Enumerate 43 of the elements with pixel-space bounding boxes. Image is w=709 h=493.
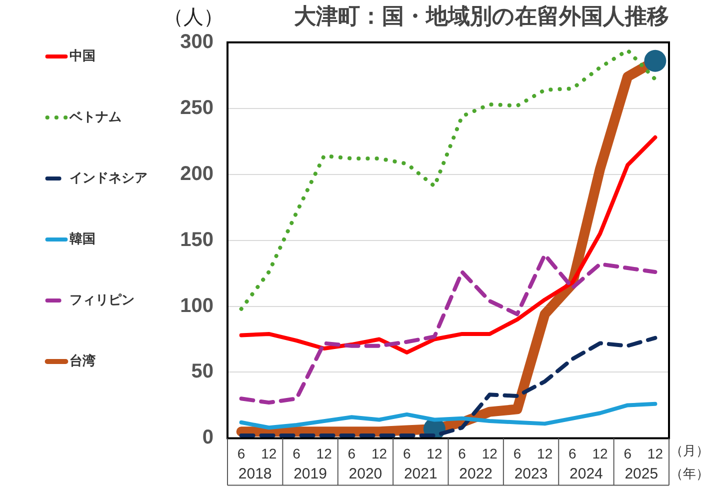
y-axis-title: （人） <box>164 6 224 29</box>
x-tick-label: 6 <box>458 445 466 462</box>
x-tick-label: 12 <box>592 445 608 462</box>
x-tick-label: 12 <box>647 445 664 462</box>
text: 2018 <box>238 465 272 482</box>
text: （年） <box>670 466 709 481</box>
x-tick-label: 6 <box>237 445 246 462</box>
x-tick-label: 6 <box>402 445 411 462</box>
x-tick-label: 12 <box>537 445 553 462</box>
text: 2025 <box>624 465 658 482</box>
y-tick-label: 200 <box>180 162 214 185</box>
legend-label: 中国 <box>70 48 96 64</box>
line-series <box>239 336 658 438</box>
y-tick-label: 0 <box>202 426 214 449</box>
legend-label: フィリピン <box>70 292 134 308</box>
x-tick-label: 12 <box>426 445 442 462</box>
legend-label: 台湾 <box>70 353 96 368</box>
text: 2022 <box>459 465 493 482</box>
text: 2023 <box>514 465 548 482</box>
x-tick-label: 6 <box>568 445 577 462</box>
x-tick-label: 12 <box>482 445 498 462</box>
y-tick-label: 100 <box>180 294 214 317</box>
text: 2020 <box>348 465 382 482</box>
text: 2024 <box>570 465 603 482</box>
text: 2021 <box>404 465 438 482</box>
x-tick-label: 6 <box>624 445 632 462</box>
text: 2019 <box>294 465 327 482</box>
x-tick-label: 12 <box>316 445 332 462</box>
y-tick-label: 250 <box>180 96 214 119</box>
y-tick-label: 150 <box>180 228 214 251</box>
chart-title: 大津町：国・地域別の在留外国人推移 <box>294 3 669 28</box>
x-tick-label: 6 <box>348 445 356 462</box>
x-tick-label: 6 <box>513 445 522 462</box>
x-tick-label: 6 <box>292 445 301 462</box>
legend-label: 韓国 <box>70 231 96 246</box>
legend-label: インドネシア <box>70 170 148 186</box>
legend-label: ベトナム <box>68 109 122 124</box>
y-tick-label: 300 <box>180 30 214 53</box>
line-series <box>239 48 658 311</box>
y-tick-label: 50 <box>191 360 214 383</box>
x-tick-label: 12 <box>261 445 277 462</box>
text: （月） <box>670 442 709 458</box>
x-tick-label: 12 <box>371 445 388 462</box>
